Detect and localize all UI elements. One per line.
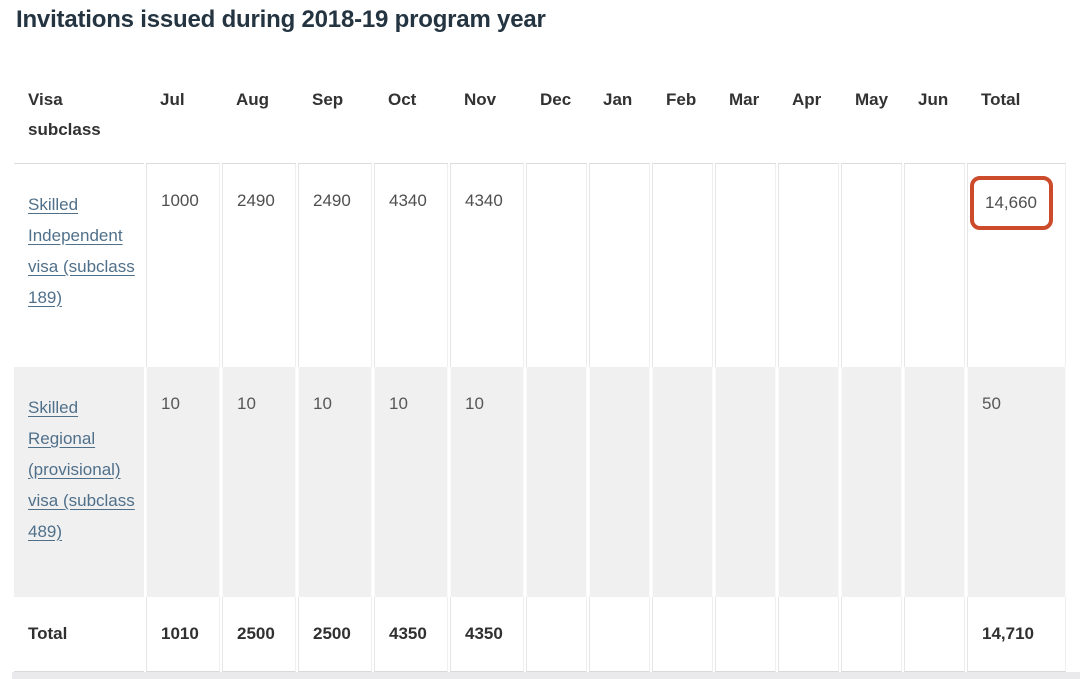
column-header-jan: Jan xyxy=(589,60,650,164)
footer-mar xyxy=(715,597,776,672)
column-header-apr: Apr xyxy=(778,60,839,164)
table-header-row: Visa subclass Jul Aug Sep Oct Nov Dec Ja… xyxy=(14,60,1066,164)
bottom-strip xyxy=(12,672,1080,679)
column-header-may: May xyxy=(841,60,902,164)
column-header-oct: Oct xyxy=(374,60,448,164)
invitations-table: Visa subclass Jul Aug Sep Oct Nov Dec Ja… xyxy=(12,60,1068,672)
footer-nov: 4350 xyxy=(450,597,524,672)
link-subclass-489[interactable]: Skilled Regional (provisional) visa (sub… xyxy=(28,398,135,541)
cell-189-nov: 4340 xyxy=(450,164,524,367)
column-header-feb: Feb xyxy=(652,60,713,164)
cell-489-jul: 10 xyxy=(146,367,220,597)
cell-489-feb xyxy=(652,367,713,597)
footer-label: Total xyxy=(14,597,144,672)
table-row-subclass-489: Skilled Regional (provisional) visa (sub… xyxy=(14,367,1066,597)
cell-489-total: 50 xyxy=(967,367,1066,597)
cell-189-total-value: 14,660 xyxy=(985,193,1037,212)
cell-489-sep: 10 xyxy=(298,367,372,597)
cell-489-dec xyxy=(526,367,587,597)
page-title: Invitations issued during 2018-19 progra… xyxy=(16,6,546,33)
cell-189-dec xyxy=(526,164,587,367)
cell-189-oct: 4340 xyxy=(374,164,448,367)
footer-oct: 4350 xyxy=(374,597,448,672)
table-footer-row: Total 1010 2500 2500 4350 4350 14,710 xyxy=(14,597,1066,672)
footer-dec xyxy=(526,597,587,672)
cell-189-total: 14,660 xyxy=(967,164,1066,367)
column-header-aug: Aug xyxy=(222,60,296,164)
table-row-subclass-189: Skilled Independent visa (subclass 189) … xyxy=(14,164,1066,367)
cell-189-apr xyxy=(778,164,839,367)
footer-aug: 2500 xyxy=(222,597,296,672)
cell-489-jun xyxy=(904,367,965,597)
cell-489-oct: 10 xyxy=(374,367,448,597)
cell-489-aug: 10 xyxy=(222,367,296,597)
column-header-total: Total xyxy=(967,60,1066,164)
highlight-box: 14,660 xyxy=(970,176,1053,230)
footer-jun xyxy=(904,597,965,672)
cell-189-feb xyxy=(652,164,713,367)
column-header-jul: Jul xyxy=(146,60,220,164)
cell-489-nov: 10 xyxy=(450,367,524,597)
footer-feb xyxy=(652,597,713,672)
cell-189-may xyxy=(841,164,902,367)
cell-489-jan xyxy=(589,367,650,597)
cell-489-apr xyxy=(778,367,839,597)
footer-jul: 1010 xyxy=(146,597,220,672)
cell-189-jan xyxy=(589,164,650,367)
column-header-jun: Jun xyxy=(904,60,965,164)
column-header-nov: Nov xyxy=(450,60,524,164)
link-subclass-189[interactable]: Skilled Independent visa (subclass 189) xyxy=(28,195,135,307)
footer-jan xyxy=(589,597,650,672)
column-header-sep: Sep xyxy=(298,60,372,164)
cell-189-jul: 1000 xyxy=(146,164,220,367)
cell-489-label: Skilled Regional (provisional) visa (sub… xyxy=(14,367,144,597)
column-header-mar: Mar xyxy=(715,60,776,164)
footer-apr xyxy=(778,597,839,672)
cell-189-label: Skilled Independent visa (subclass 189) xyxy=(14,164,144,367)
cell-189-sep: 2490 xyxy=(298,164,372,367)
cell-189-aug: 2490 xyxy=(222,164,296,367)
column-header-visa-subclass: Visa subclass xyxy=(14,60,144,164)
cell-189-jun xyxy=(904,164,965,367)
cell-489-may xyxy=(841,367,902,597)
column-header-dec: Dec xyxy=(526,60,587,164)
cell-489-mar xyxy=(715,367,776,597)
footer-total: 14,710 xyxy=(967,597,1066,672)
footer-may xyxy=(841,597,902,672)
footer-sep: 2500 xyxy=(298,597,372,672)
cell-189-mar xyxy=(715,164,776,367)
